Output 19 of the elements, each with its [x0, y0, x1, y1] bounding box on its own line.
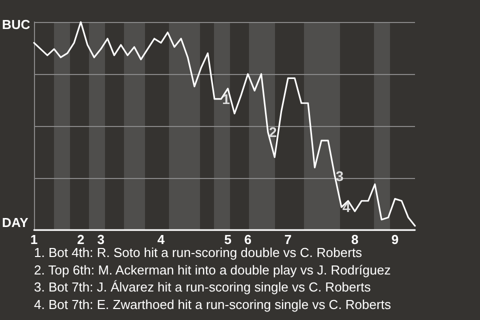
annotation: 3 — [336, 168, 344, 184]
x-tick-label: 3 — [97, 232, 104, 247]
text: DAY — [2, 215, 29, 230]
x-tick-label: 1 — [30, 232, 38, 247]
text: BUC — [2, 17, 31, 32]
text: 1. Bot 4th: R. Soto hit a run-scoring double vs C. Roberts — [34, 245, 363, 260]
x-tick-label: 9 — [391, 232, 399, 247]
x-tick-label: 2 — [77, 232, 84, 247]
x-tick-label: 8 — [351, 232, 358, 247]
annotation: 1 — [222, 90, 230, 107]
annotation: 2 — [268, 124, 277, 140]
text: 3. Bot 7th: J. Álvarez hit a run-scoring single vs C. Roberts — [34, 280, 372, 295]
x-tick-label: 7 — [284, 232, 292, 247]
x-tick-label: 5 — [224, 232, 232, 247]
text: 2. Top 6th: M. Ackerman hit into a double play vs J. Rodríguez — [34, 262, 391, 278]
text: 4. Bot 7th: E. Zwarthoed hit a run-scoring single vs C. Roberts — [34, 296, 392, 312]
x-tick-label: 4 — [157, 232, 166, 247]
x-tick-label: 6 — [244, 232, 252, 247]
annotation: 4 — [342, 199, 350, 216]
